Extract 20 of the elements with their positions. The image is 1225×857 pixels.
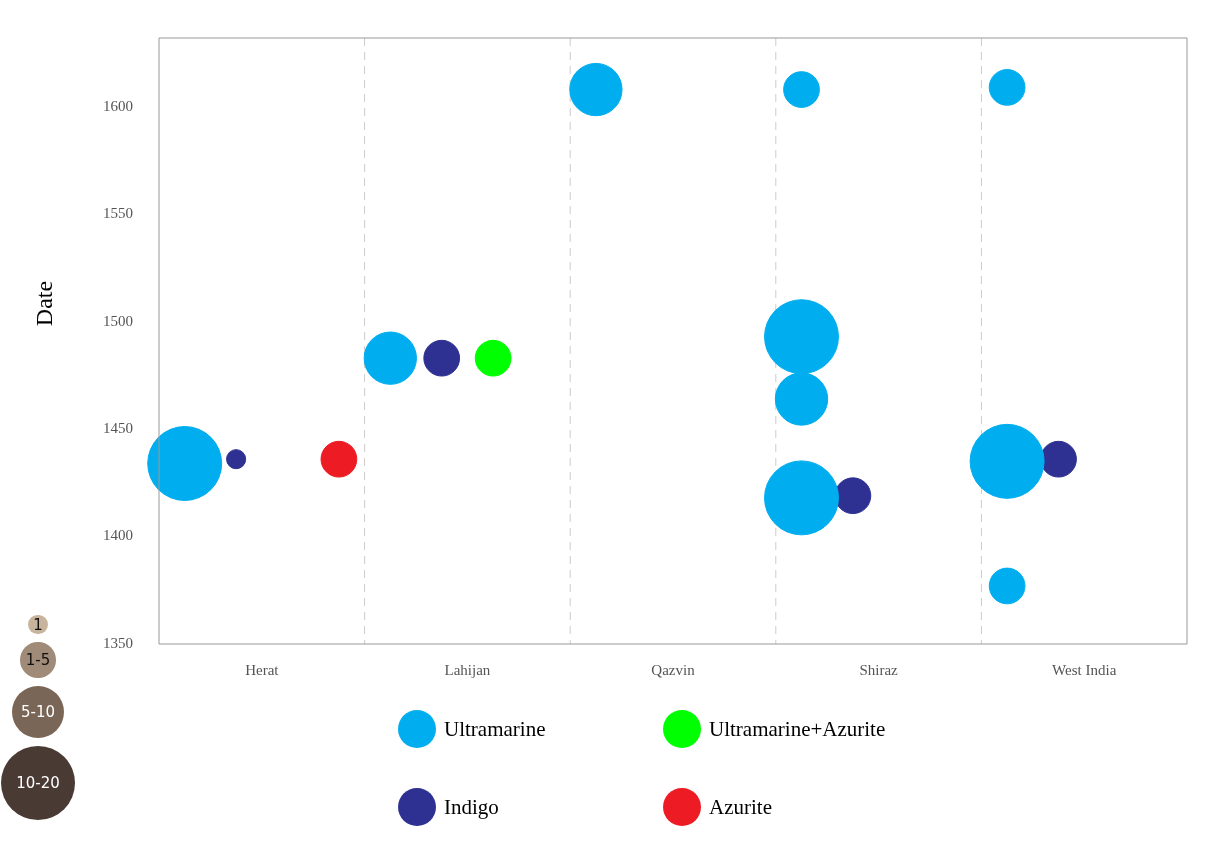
y-tick-label: 1450 bbox=[103, 420, 133, 437]
x-tick-label: Shiraz bbox=[859, 661, 899, 678]
legend-label: 10-20 bbox=[1, 746, 75, 821]
legend-label: Ultramarine+Azurite bbox=[709, 716, 886, 742]
x-tick-label: West India bbox=[1052, 661, 1117, 678]
legend-label: 1 bbox=[28, 615, 48, 635]
legend-label: Azurite bbox=[709, 794, 772, 820]
y-tick-label: 1500 bbox=[103, 312, 133, 329]
x-tick-label: Qazvin bbox=[651, 661, 696, 678]
x-tick-label: Lahijan bbox=[444, 661, 491, 678]
legend-label: Ultramarine bbox=[444, 716, 546, 742]
legend-label: 1-5 bbox=[20, 642, 56, 678]
y-tick-label: 1600 bbox=[103, 97, 133, 114]
legend-label: Indigo bbox=[444, 794, 499, 820]
y-tick-label: 1550 bbox=[103, 205, 133, 222]
y-axis-title: Date bbox=[30, 279, 58, 329]
y-tick-label: 1350 bbox=[103, 634, 133, 651]
x-tick-label: Herat bbox=[245, 661, 280, 678]
legend-label: 5-10 bbox=[11, 685, 65, 739]
y-tick-label: 1400 bbox=[103, 527, 133, 544]
